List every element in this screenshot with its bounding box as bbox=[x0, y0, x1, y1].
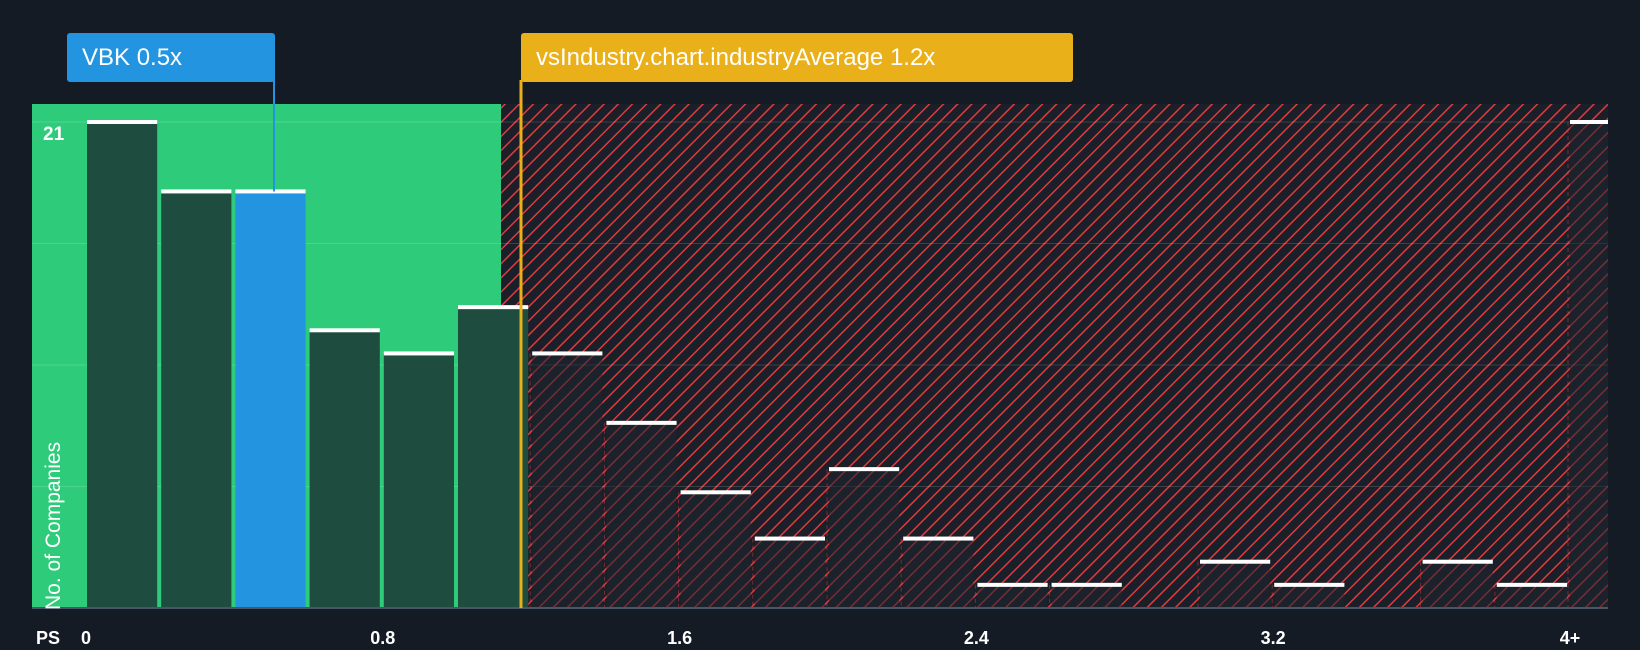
histogram-bar-top-1 bbox=[161, 189, 232, 194]
histogram-bar-top-11 bbox=[903, 536, 974, 541]
x-axis-title: PS bbox=[36, 628, 61, 648]
histogram-bar-top-10 bbox=[829, 467, 900, 472]
histogram-bar-5 bbox=[458, 307, 529, 608]
x-tick-label: 0.8 bbox=[370, 628, 396, 648]
histogram-bar-1 bbox=[161, 191, 232, 608]
histogram-bar-top-7 bbox=[606, 420, 677, 425]
histogram-bar-2 bbox=[235, 191, 306, 608]
histogram-bar-0 bbox=[87, 122, 158, 608]
histogram-bar-top-13 bbox=[1051, 582, 1122, 587]
company-ps-label: VBK 0.5x bbox=[67, 33, 275, 82]
histogram-bar-top-3 bbox=[309, 328, 380, 333]
histogram-bar-6 bbox=[532, 353, 603, 608]
histogram-bar-top-6 bbox=[532, 351, 603, 356]
x-tick-label: 1.6 bbox=[667, 628, 693, 648]
histogram-bar-top-2 bbox=[235, 189, 306, 194]
histogram-bar-9 bbox=[754, 538, 825, 608]
histogram-bar-top-0 bbox=[87, 120, 158, 124]
histogram-bar-top-5 bbox=[458, 305, 529, 310]
x-tick-label: 4+ bbox=[1559, 628, 1581, 648]
histogram-bar-10 bbox=[829, 469, 900, 608]
histogram-bar-top-4 bbox=[383, 351, 454, 356]
histogram-bar-12 bbox=[977, 584, 1048, 608]
histogram-bar-top-18 bbox=[1422, 559, 1493, 564]
histogram-bar-3 bbox=[309, 330, 380, 608]
histogram-bar-15 bbox=[1200, 561, 1271, 608]
y-axis-title: No. of Companies bbox=[42, 441, 65, 610]
x-tick-label: 2.4 bbox=[963, 628, 989, 648]
industry-average-label: vsIndustry.chart.industryAverage 1.2x bbox=[521, 33, 1073, 82]
x-tick-label: 3.2 bbox=[1260, 628, 1286, 648]
histogram-bar-top-8 bbox=[680, 490, 751, 495]
histogram-bar-13 bbox=[1051, 584, 1122, 608]
histogram-bar-18 bbox=[1422, 561, 1493, 608]
histogram-bar-top-19 bbox=[1496, 582, 1567, 587]
histogram-bar-top-12 bbox=[977, 582, 1048, 587]
histogram-bar-4 bbox=[383, 353, 454, 608]
histogram-bar-top-20 bbox=[1570, 120, 1608, 124]
x-tick-label: 0 bbox=[80, 628, 92, 648]
histogram-bar-top-16 bbox=[1274, 582, 1345, 587]
histogram-bar-8 bbox=[680, 492, 751, 608]
y-max-tick-label: 21 bbox=[43, 124, 65, 145]
histogram-bar-top-15 bbox=[1200, 559, 1271, 564]
histogram-bar-top-9 bbox=[754, 536, 825, 541]
histogram-bar-20 bbox=[1570, 122, 1608, 608]
histogram-bar-11 bbox=[903, 538, 974, 608]
histogram-bar-19 bbox=[1496, 584, 1567, 608]
histogram-bar-16 bbox=[1274, 584, 1345, 608]
histogram-bar-7 bbox=[606, 422, 677, 608]
